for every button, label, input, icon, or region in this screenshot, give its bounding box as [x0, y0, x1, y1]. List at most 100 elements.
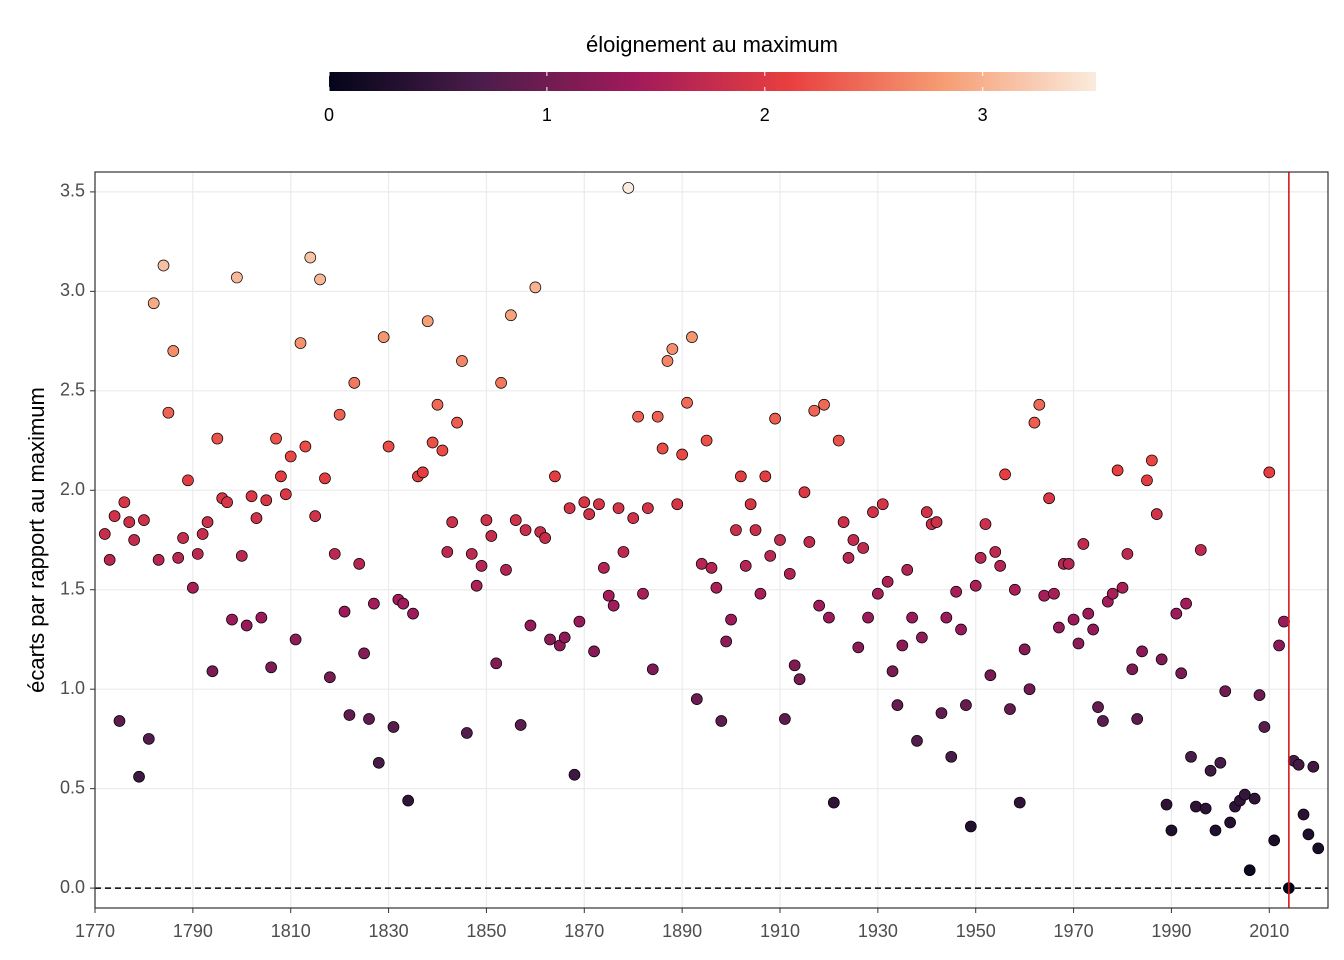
point	[656, 442, 669, 455]
point	[964, 820, 977, 833]
point	[779, 713, 791, 725]
point	[1111, 464, 1124, 477]
point	[294, 337, 307, 349]
point	[544, 633, 556, 646]
point	[676, 448, 688, 461]
colorbar-tick-label: 2	[760, 105, 770, 125]
point	[309, 510, 322, 522]
point	[333, 408, 346, 421]
point	[363, 713, 375, 725]
point	[206, 665, 219, 678]
point	[847, 534, 860, 546]
point	[1312, 842, 1325, 855]
point	[681, 396, 693, 409]
point	[421, 315, 434, 328]
point	[1268, 834, 1281, 847]
point	[416, 466, 429, 479]
point	[167, 345, 180, 357]
point	[754, 587, 767, 600]
point	[490, 657, 503, 670]
point	[808, 404, 821, 417]
y-tick-label: 2.0	[60, 479, 85, 499]
point	[1175, 667, 1188, 680]
point	[368, 597, 380, 610]
point	[793, 673, 806, 686]
point	[142, 733, 155, 745]
point	[969, 579, 982, 592]
point	[191, 548, 204, 560]
point	[299, 440, 312, 453]
point	[1136, 645, 1148, 658]
point	[999, 468, 1011, 481]
point	[1009, 583, 1021, 596]
point	[989, 546, 1002, 558]
point	[1199, 802, 1212, 815]
point	[935, 707, 948, 719]
y-tick-label: 0.0	[60, 877, 85, 897]
point	[563, 502, 576, 515]
point	[138, 514, 150, 526]
point	[568, 768, 581, 781]
point	[705, 561, 718, 574]
point	[177, 532, 189, 544]
x-tick-label: 1790	[173, 921, 213, 941]
x-tick-label: 1950	[956, 921, 996, 941]
point	[182, 474, 194, 487]
point	[593, 498, 605, 511]
point	[157, 259, 170, 272]
point	[1302, 828, 1315, 841]
point	[265, 661, 277, 674]
y-axis-title: écarts par rapport au maximum	[24, 387, 49, 693]
point	[211, 432, 224, 445]
point	[1146, 454, 1158, 467]
point	[1067, 613, 1080, 626]
panel-border	[94, 171, 1329, 909]
point	[475, 560, 488, 572]
point	[955, 623, 967, 636]
point	[426, 436, 439, 449]
point	[319, 472, 331, 485]
point	[622, 182, 635, 194]
point	[108, 510, 121, 522]
point	[827, 796, 840, 809]
point	[1106, 587, 1119, 600]
point	[637, 587, 649, 600]
y-tick-label: 0.5	[60, 777, 85, 797]
point	[769, 412, 781, 425]
point	[407, 607, 419, 620]
point	[270, 432, 282, 445]
point	[1013, 796, 1026, 809]
point	[1116, 581, 1129, 594]
point	[1131, 713, 1144, 725]
colorbar	[329, 72, 1096, 91]
point	[774, 534, 786, 546]
point	[1209, 824, 1222, 837]
point	[602, 589, 615, 602]
point	[231, 271, 243, 284]
point	[690, 693, 703, 705]
point	[1258, 721, 1271, 733]
point	[495, 377, 507, 389]
point	[1297, 808, 1310, 821]
point	[284, 450, 297, 463]
point	[1307, 760, 1320, 773]
point	[539, 532, 551, 544]
point	[1072, 637, 1085, 650]
point	[1253, 689, 1266, 702]
point	[123, 516, 136, 528]
point	[1038, 589, 1051, 602]
point	[519, 524, 532, 536]
point	[470, 579, 483, 592]
point	[695, 558, 708, 570]
point	[715, 715, 728, 727]
point	[250, 512, 263, 524]
point	[1278, 615, 1290, 628]
x-tick-label: 1830	[369, 921, 409, 941]
point	[891, 699, 904, 711]
colorbar-title: éloignement au maximum	[586, 32, 838, 57]
point	[529, 281, 542, 294]
point	[509, 514, 522, 526]
point	[514, 719, 527, 731]
point	[343, 709, 356, 721]
point	[328, 548, 341, 560]
